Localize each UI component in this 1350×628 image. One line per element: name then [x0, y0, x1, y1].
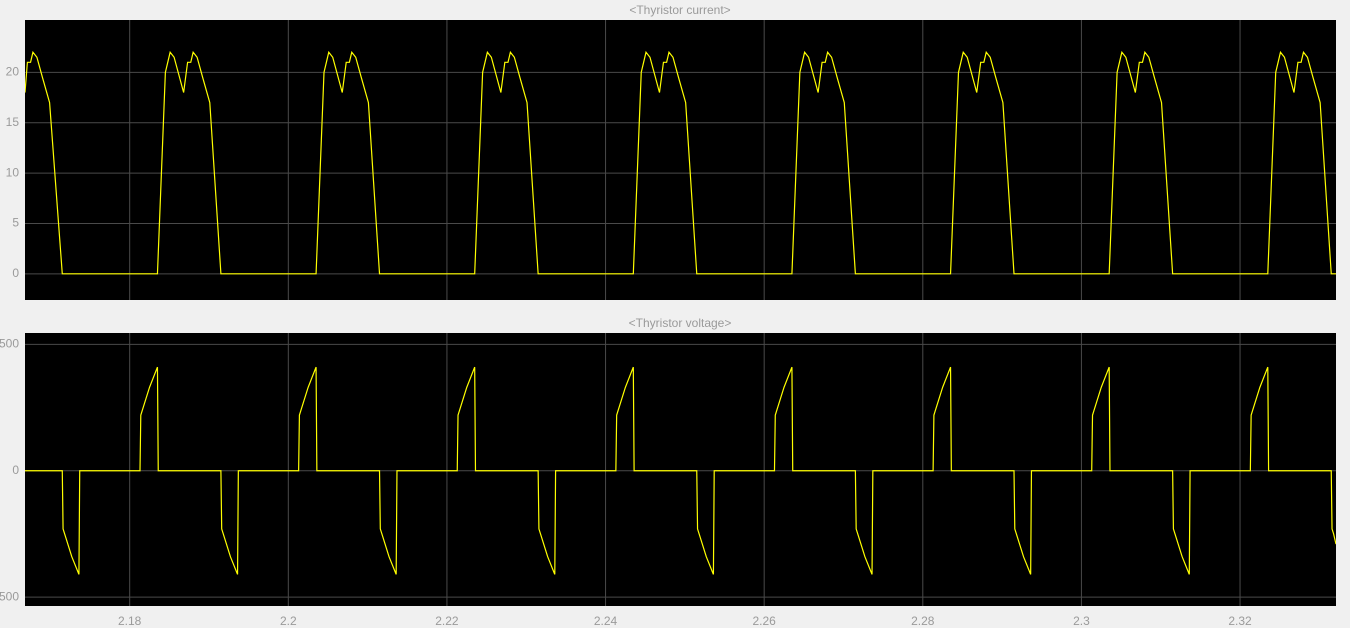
x-tick-label: 2.3: [1073, 614, 1090, 628]
y-tick-label: 10: [6, 165, 20, 179]
plot-title: <Thyristor voltage>: [629, 316, 732, 330]
x-tick-label: 2.28: [911, 614, 935, 628]
signal-line: [25, 366, 1336, 575]
x-tick-label: 2.26: [752, 614, 776, 628]
y-tick-label: 20: [6, 65, 20, 79]
x-tick-label: 2.22: [435, 614, 459, 628]
plot-area: [25, 20, 1336, 300]
y-tick-label: 0: [12, 463, 19, 477]
y-tick-label: 15: [6, 115, 20, 129]
x-tick-label: 2.18: [118, 614, 142, 628]
y-tick-label: -500: [0, 589, 19, 603]
y-tick-label: 500: [0, 337, 19, 351]
x-tick-label: 2.24: [594, 614, 618, 628]
y-tick-label: 5: [12, 216, 19, 230]
plot-title: <Thyristor current>: [629, 3, 730, 17]
y-tick-label: 0: [12, 266, 19, 280]
x-tick-label: 2.32: [1228, 614, 1252, 628]
x-tick-label: 2.2: [280, 614, 297, 628]
plot-area: [25, 333, 1336, 606]
signal-line: [25, 50, 1336, 275]
